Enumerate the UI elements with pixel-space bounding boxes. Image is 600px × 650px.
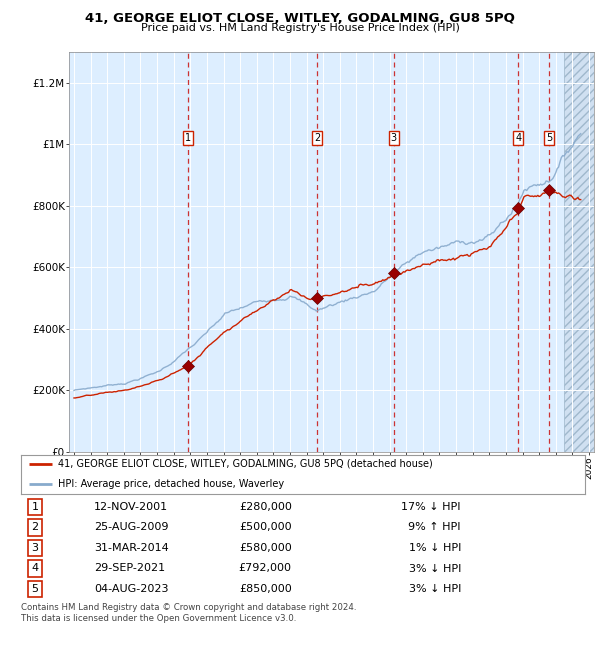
Bar <box>564 52 594 452</box>
Text: 2: 2 <box>32 523 38 532</box>
Text: 2: 2 <box>314 133 320 143</box>
Text: 25-AUG-2009: 25-AUG-2009 <box>94 523 169 532</box>
Text: £500,000: £500,000 <box>239 523 292 532</box>
Text: 3: 3 <box>391 133 397 143</box>
Text: 3% ↓ HPI: 3% ↓ HPI <box>409 584 461 594</box>
Text: £792,000: £792,000 <box>239 564 292 573</box>
Text: 04-AUG-2023: 04-AUG-2023 <box>94 584 169 594</box>
Text: 5: 5 <box>32 584 38 594</box>
Text: 1: 1 <box>185 133 191 143</box>
Text: 1% ↓ HPI: 1% ↓ HPI <box>409 543 461 553</box>
Text: 41, GEORGE ELIOT CLOSE, WITLEY, GODALMING, GU8 5PQ: 41, GEORGE ELIOT CLOSE, WITLEY, GODALMIN… <box>85 12 515 25</box>
Text: Contains HM Land Registry data © Crown copyright and database right 2024.
This d: Contains HM Land Registry data © Crown c… <box>21 603 356 623</box>
Text: Price paid vs. HM Land Registry's House Price Index (HPI): Price paid vs. HM Land Registry's House … <box>140 23 460 33</box>
Text: HPI: Average price, detached house, Waverley: HPI: Average price, detached house, Wave… <box>58 479 284 489</box>
Text: £850,000: £850,000 <box>239 584 292 594</box>
Text: 4: 4 <box>515 133 521 143</box>
Text: 17% ↓ HPI: 17% ↓ HPI <box>401 502 461 512</box>
Text: 1: 1 <box>32 502 38 512</box>
Text: 29-SEP-2021: 29-SEP-2021 <box>94 564 166 573</box>
Text: 9% ↑ HPI: 9% ↑ HPI <box>409 523 461 532</box>
Text: £580,000: £580,000 <box>239 543 292 553</box>
Bar <box>564 52 594 452</box>
Text: 41, GEORGE ELIOT CLOSE, WITLEY, GODALMING, GU8 5PQ (detached house): 41, GEORGE ELIOT CLOSE, WITLEY, GODALMIN… <box>58 459 433 469</box>
Text: 31-MAR-2014: 31-MAR-2014 <box>94 543 169 553</box>
Text: 3% ↓ HPI: 3% ↓ HPI <box>409 564 461 573</box>
Text: 4: 4 <box>32 564 38 573</box>
Text: 3: 3 <box>32 543 38 553</box>
Text: £280,000: £280,000 <box>239 502 292 512</box>
Text: 12-NOV-2001: 12-NOV-2001 <box>94 502 169 512</box>
Text: 5: 5 <box>546 133 552 143</box>
